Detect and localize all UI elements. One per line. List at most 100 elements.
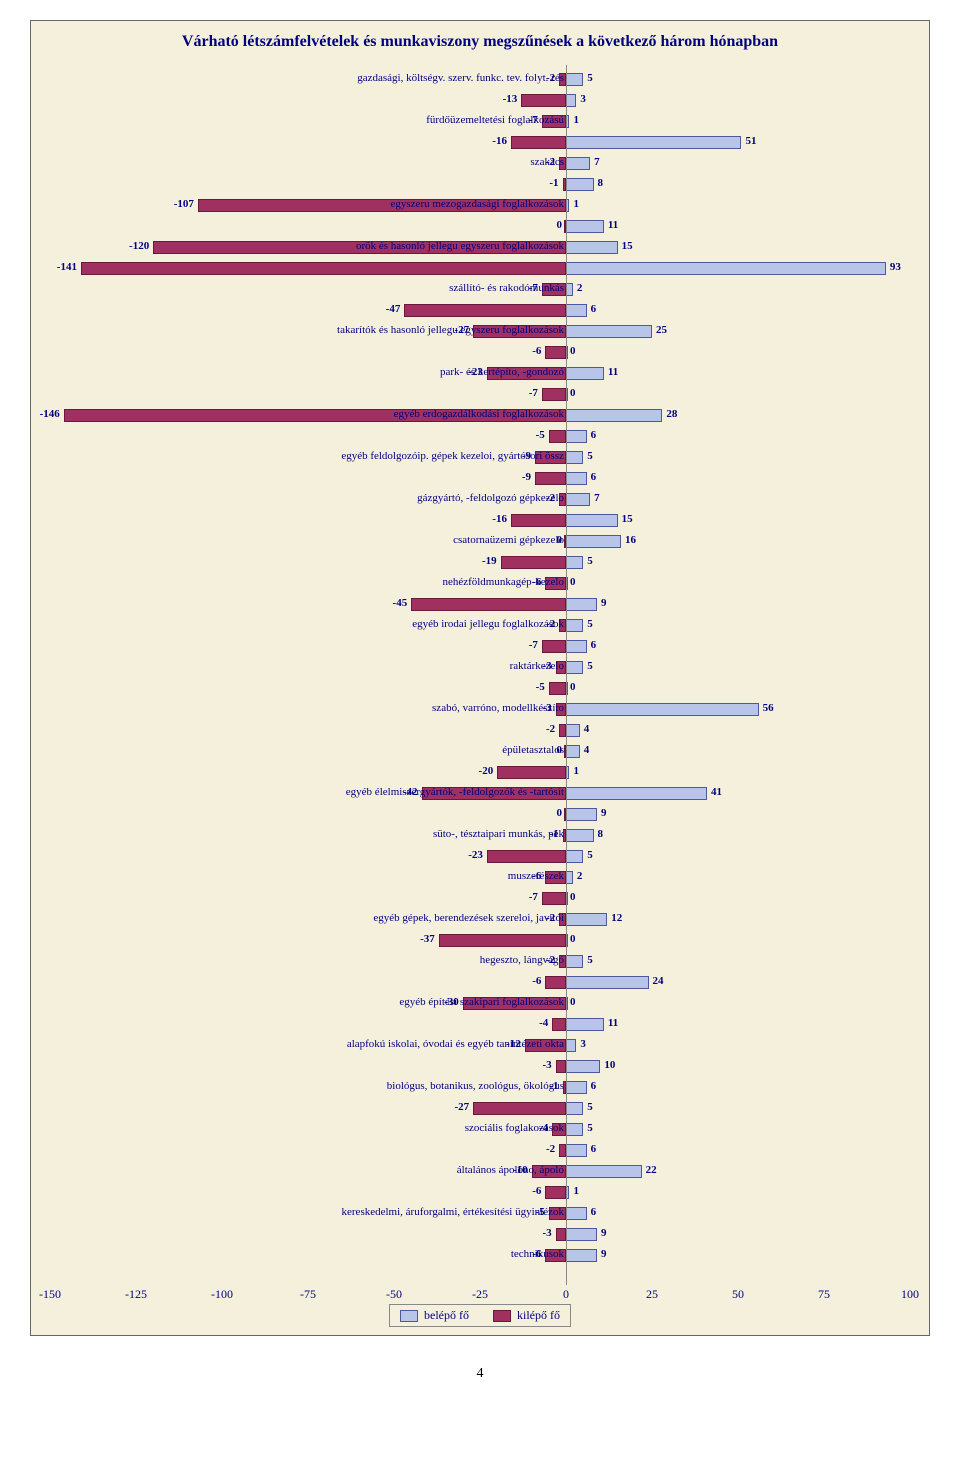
category-label: raktárkezelo [510, 660, 564, 672]
category-label: szociális foglakozások [465, 1122, 564, 1134]
value-label-pos: 0 [570, 996, 576, 1008]
value-label-pos: 4 [584, 723, 590, 735]
category-label: süto-, tésztaipari munkás, pék [433, 828, 564, 840]
value-label-pos: 7 [594, 492, 600, 504]
bar-belepo [566, 955, 583, 968]
value-label-neg: -7 [529, 387, 538, 399]
bar-row: -50 [50, 678, 910, 700]
value-label-pos: 6 [591, 1143, 597, 1155]
value-label-pos: 6 [591, 1080, 597, 1092]
bar-row: -72szállító- és rakodómunkás [50, 279, 910, 301]
bar-kilepo [542, 640, 566, 653]
bar-row: -624 [50, 972, 910, 994]
value-label-pos: 0 [570, 891, 576, 903]
bar-belepo [566, 304, 587, 317]
category-label: szakács [530, 156, 564, 168]
category-label: egyéb irodai jellegu foglalkozások [412, 618, 564, 630]
category-label: hegeszto, lángvágó [480, 954, 564, 966]
value-label-pos: 0 [570, 345, 576, 357]
bar-kilepo [542, 388, 566, 401]
value-label-pos: 5 [587, 450, 593, 462]
value-label-pos: 15 [622, 240, 633, 252]
bar-row: -4 11 [50, 1014, 910, 1036]
bar-kilepo [81, 262, 566, 275]
bar-belepo [566, 430, 587, 443]
bar-belepo [566, 661, 583, 674]
value-label-neg: -20 [479, 765, 494, 777]
bar-row: -71fürdőüzemeltetési foglalkozású [50, 111, 910, 133]
bar-row: -18 [50, 174, 910, 196]
bar-belepo [566, 73, 583, 86]
bar-row: -235 [50, 846, 910, 868]
value-label-pos: 16 [625, 534, 636, 546]
bar-belepo [566, 724, 580, 737]
bar-kilepo [535, 472, 566, 485]
bar-row: -2725takarítók és hasonló jellegu egysze… [50, 321, 910, 343]
bar-belepo [566, 472, 587, 485]
category-label: egyéb élelmiszergyártók, -feldolgozók és… [346, 786, 564, 798]
bar-belepo [566, 556, 583, 569]
value-label-neg: -7 [529, 891, 538, 903]
bar-row: -27 5 [50, 1098, 910, 1120]
bar-belepo [566, 1165, 642, 1178]
page-number: 4 [0, 1366, 960, 1382]
value-label-pos: 2 [577, 870, 583, 882]
legend: belépő fő kilépő fő [389, 1304, 571, 1327]
category-label: fürdőüzemeltetési foglalkozású [426, 114, 564, 126]
bar-row: -62muszerészek [50, 867, 910, 889]
bar-belepo [566, 913, 607, 926]
chart-container: Várható létszámfelvételek és munkaviszon… [30, 20, 930, 1336]
bar-kilepo [473, 1102, 566, 1115]
value-label-pos: 5 [587, 72, 593, 84]
bar-row: -27szakács [50, 153, 910, 175]
bar-row: -76 [50, 636, 910, 658]
bar-row: 016csatornaüzemi gépkezelo [50, 531, 910, 553]
chart-plot-area: -25gazdasági, költségv. szerv. funkc. te… [50, 65, 910, 1325]
category-label: egyéb gépek, berendezések szereloi, javí… [373, 912, 564, 924]
bar-belepo [566, 1060, 600, 1073]
value-label-neg: -3 [543, 1227, 552, 1239]
value-label-pos: 12 [611, 912, 622, 924]
bar-row: -18süto-, tésztaipari munkás, pék [50, 825, 910, 847]
value-label-neg: -3 [543, 1059, 552, 1071]
value-label-pos: 5 [587, 849, 593, 861]
bar-kilepo [511, 136, 566, 149]
value-label-pos: 11 [608, 1017, 618, 1029]
bar-belepo [566, 640, 587, 653]
bar-belepo [566, 1249, 597, 1262]
value-label-neg: -13 [503, 93, 518, 105]
x-tick: 25 [646, 1287, 658, 1302]
bar-kilepo [439, 934, 566, 947]
category-label: egyéb építési szakipari foglalkozások [399, 996, 564, 1008]
bar-row: -95egyéb feldolgozóip. gépek kezeloi, gy… [50, 447, 910, 469]
value-label-neg: -4 [539, 1017, 548, 1029]
category-label: szállító- és rakodómunkás [449, 282, 564, 294]
value-label-pos: 5 [587, 618, 593, 630]
bar-row: -16biológus, botanikus, zoológus, ökológ… [50, 1077, 910, 1099]
bar-belepo [566, 94, 576, 107]
value-label-neg: -141 [57, 261, 77, 273]
bar-belepo [566, 787, 707, 800]
value-label-neg: -6 [532, 975, 541, 987]
bar-belepo [566, 1039, 576, 1052]
value-label-pos: 9 [601, 807, 607, 819]
value-label-pos: 5 [587, 1101, 593, 1113]
bar-row: -201 [50, 762, 910, 784]
value-label-pos: 5 [587, 1122, 593, 1134]
value-label-neg: -47 [386, 303, 401, 315]
bar-belepo [566, 1207, 587, 1220]
value-label-pos: 3 [580, 93, 586, 105]
value-label-neg: -9 [522, 471, 531, 483]
bar-kilepo [556, 1060, 566, 1073]
value-label-neg: -27 [454, 1101, 469, 1113]
bar-belepo [566, 1228, 597, 1241]
value-label-pos: 15 [622, 513, 633, 525]
bar-belepo [566, 976, 649, 989]
value-label-pos: 7 [594, 156, 600, 168]
bar-kilepo [549, 682, 566, 695]
bar-belepo [566, 1018, 604, 1031]
bar-kilepo [542, 892, 566, 905]
bar-row: 04épületasztalos [50, 741, 910, 763]
bar-kilepo [545, 346, 566, 359]
bar-row: -12015orök és hasonló jellegu egyszeru f… [50, 237, 910, 259]
